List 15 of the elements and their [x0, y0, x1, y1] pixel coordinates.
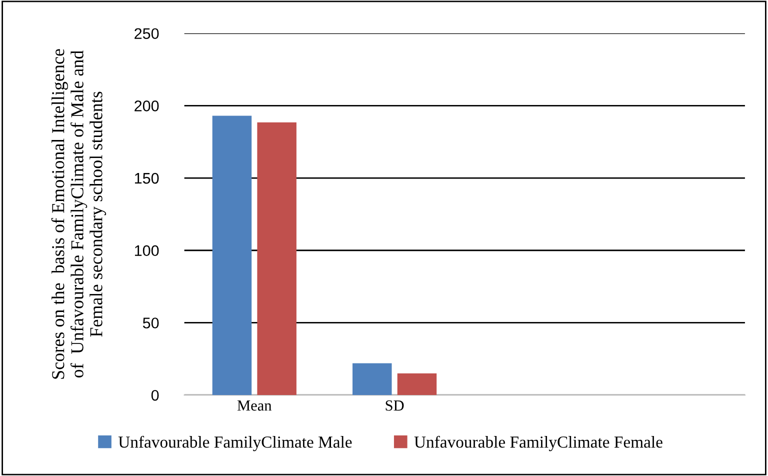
x-tick-label: SD: [386, 400, 404, 411]
y-tick-label: 100: [134, 245, 159, 256]
y-tick-label: 0: [151, 390, 159, 401]
bar: [257, 122, 296, 396]
x-tick-label: Mean: [237, 400, 272, 411]
bar: [352, 363, 392, 396]
y-axis-title: Scores on the basis of Emotional Intelligence of Unfavourable FamilyClimate of Male and Female secondary school students: [51, 49, 106, 379]
y-tick-label: 150: [134, 172, 159, 184]
y-tick-label: 50: [142, 318, 159, 328]
bar: [397, 373, 437, 396]
legend-label: Unfavourable FamilyClimate Male: [118, 436, 352, 452]
bar: [212, 116, 252, 396]
y-tick-label: 200: [134, 100, 159, 112]
y-tick-label: 250: [134, 28, 159, 40]
legend-label: Unfavourable FamilyClimate Female: [414, 436, 662, 452]
